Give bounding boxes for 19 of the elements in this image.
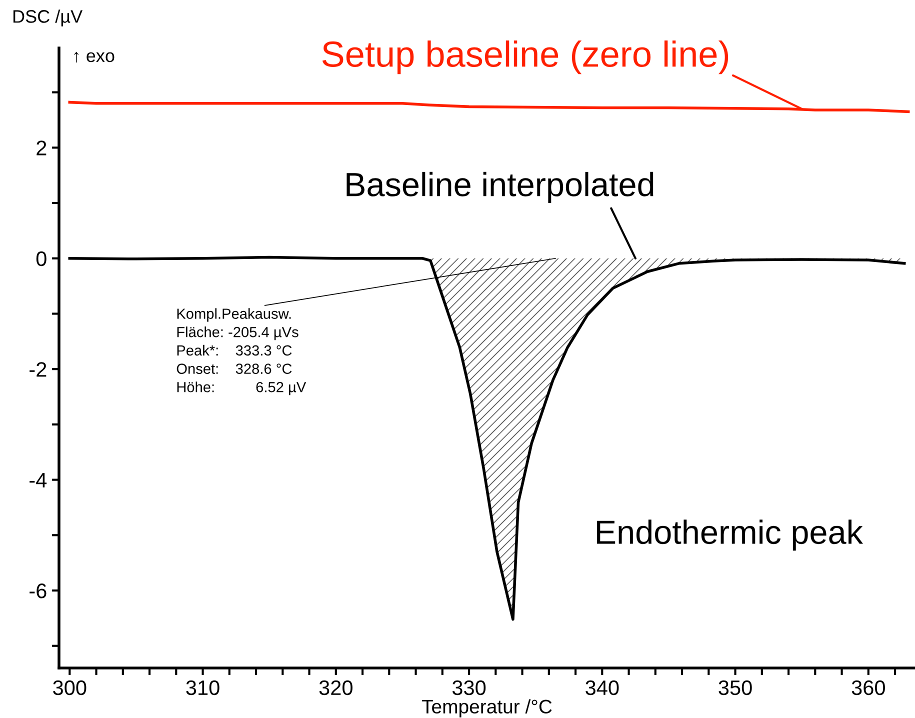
x-tick-label: 350 [718, 680, 752, 696]
x-tick-label: 330 [452, 680, 486, 696]
x-axis-title: Temperatur /°C [422, 699, 552, 718]
annotation: ↑ exo [74, 52, 114, 63]
x-tick-label: 360 [852, 680, 885, 696]
y-tick-label: 0 [36, 251, 46, 266]
annotation: Endothermic peak [597, 520, 864, 551]
y-tick-label: -4 [30, 473, 47, 488]
annotation: Baseline interpolated [346, 172, 654, 203]
x-tick-label: 300 [53, 680, 86, 696]
y-axis-title: DSC /µV [13, 10, 83, 26]
x-tick-label: 320 [319, 680, 352, 696]
annotation: Setup baseline (zero line) [322, 40, 728, 74]
x-tick-label: 310 [186, 680, 220, 696]
y-tick-label: -2 [30, 362, 46, 377]
annotation: Kompl.Peakausw. Fläche: -205.4 µVs Peak*: 333.3 °C Onset: 328.6 °C Höhe: 6.52 µV [176, 308, 306, 396]
x-tick-label: 340 [586, 680, 619, 696]
y-tick-label: -6 [30, 584, 46, 598]
y-tick-label: 2 [36, 140, 46, 156]
